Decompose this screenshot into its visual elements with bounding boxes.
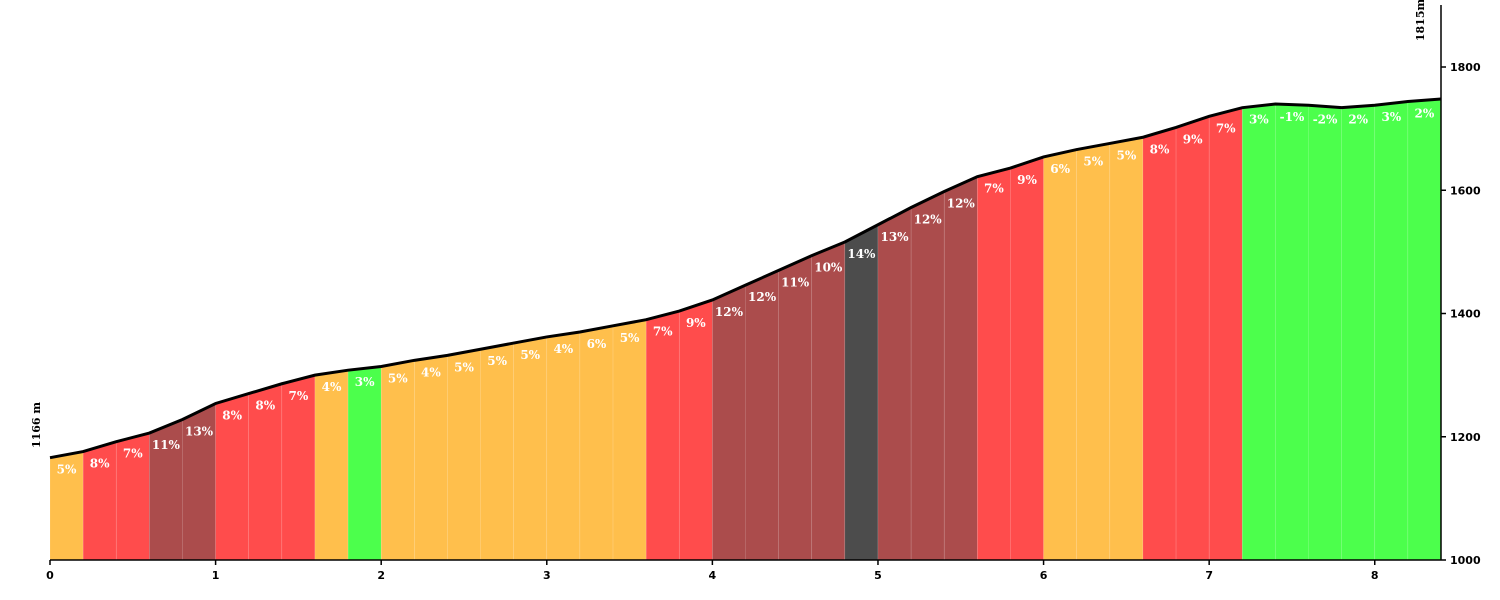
start-elevation-label: 1166 m [30,402,43,448]
gradient-label: 11% [781,275,810,289]
gradient-segment [1043,149,1077,561]
gradient-label: 6% [1050,162,1070,176]
gradient-segment [943,176,978,561]
gradient-label: 4% [421,365,441,379]
gradient-label: 4% [322,380,342,394]
x-tick-label: 3 [543,569,551,582]
gradient-segment [910,191,945,561]
gradient-segment [380,359,415,561]
x-tick-label: 5 [874,569,882,582]
gradient-label: 7% [1216,121,1236,135]
gradient-label: 7% [289,389,309,403]
x-axis: 0 1 2 3 4 5 6 7 8 [46,559,1441,582]
gradient-label: -2% [1313,113,1338,127]
elevation-line [49,97,1442,460]
y-tick-label: 1000 [1450,554,1481,567]
gradient-label: 5% [620,331,640,345]
gradient-segment [678,299,713,561]
gradient-label: 3% [355,375,375,389]
x-tick-label: 0 [46,569,54,582]
gradient-label: 11% [152,438,181,452]
gradient-label: 8% [222,408,242,422]
gradient-label: 13% [880,230,909,244]
y-axis: 1000 1200 1400 1600 1800 [1440,5,1481,567]
gradient-segment [1175,115,1210,561]
gradient-segment [1374,101,1409,561]
gradient-label: 8% [255,399,275,413]
gradient-label: 9% [1017,173,1037,187]
end-elevation-label: 1815m [1414,0,1427,41]
gradient-segment [281,374,316,561]
gradient-segment [347,366,382,561]
gradient-label: 3% [1381,110,1401,124]
gradient-segment [579,325,614,561]
gradient-segment [1142,126,1177,561]
gradient-segment [844,224,879,561]
gradient-label: 5% [1083,155,1103,169]
gradient-label: 7% [653,325,673,339]
gradient-segment [1076,143,1111,561]
x-tick-label: 7 [1205,569,1213,582]
gradient-segment [1275,103,1309,561]
gradient-segment [712,284,746,561]
y-tick-label: 1600 [1450,184,1481,197]
gradient-label: 7% [123,447,143,461]
gradient-segment [414,355,448,561]
gradient-label: 13% [185,424,214,438]
x-tick-label: 1 [212,569,220,582]
gradient-segment [745,269,779,561]
gradient-segment [612,319,647,561]
y-tick-label: 1400 [1450,308,1481,321]
gradient-label: 8% [90,457,110,471]
gradient-segment [1341,104,1376,561]
gradient-label: 4% [553,342,573,356]
gradient-label: 2% [1348,113,1368,127]
gradient-label: 2% [1415,107,1435,121]
gradient-segment [645,310,680,561]
gradient-label: 12% [947,196,976,210]
gradient-segment [513,336,548,561]
gradient-segment [1010,156,1044,561]
gradient-label: 12% [748,290,777,304]
gradient-segment [977,167,1011,561]
gradient-label: 5% [57,463,77,477]
gradient-label: -1% [1280,110,1305,124]
gradient-segment [1308,104,1342,561]
gradient-label: 3% [1249,113,1269,127]
gradient-label: 5% [487,354,507,368]
gradient-label: 12% [914,213,943,227]
gradient-segment [778,255,813,561]
gradient-segment [546,331,581,561]
gradient-segment [1407,98,1442,561]
x-tick-label: 8 [1371,569,1379,582]
gradient-label: 5% [388,371,408,385]
gradient-label: 5% [1116,148,1136,162]
gradient-segment [314,369,349,561]
gradient-label: 14% [847,247,876,261]
gradient-segment [877,207,912,561]
x-tick-label: 6 [1040,569,1048,582]
gradient-label: 9% [686,316,706,330]
gradient-label: 12% [715,305,744,319]
gradient-segment [447,348,481,561]
gradient-label: 7% [984,182,1004,196]
gradient-labels: 5% 8% 7% 11% 13% 8% 8% 7% 4% 3% 5% 4% 5% 5% 5% 4% 6% 5% 7%… [57,107,1435,477]
y-tick-label: 1800 [1450,61,1481,74]
gradient-label: 6% [587,337,607,351]
gradient-label: 9% [1183,132,1203,146]
gradient-segment [480,342,514,561]
x-tick-label: 2 [377,569,385,582]
gradient-segments [49,98,1442,561]
gradient-segment [1109,136,1144,561]
gradient-segment [1241,103,1276,561]
gradient-segment [811,241,846,561]
gradient-label: 8% [1150,142,1170,156]
gradient-label: 10% [814,261,843,275]
x-tick-label: 4 [709,569,717,582]
gradient-label: 5% [454,360,474,374]
y-tick-label: 1200 [1450,431,1481,444]
gradient-segment [1208,107,1243,561]
gradient-label: 5% [520,348,540,362]
